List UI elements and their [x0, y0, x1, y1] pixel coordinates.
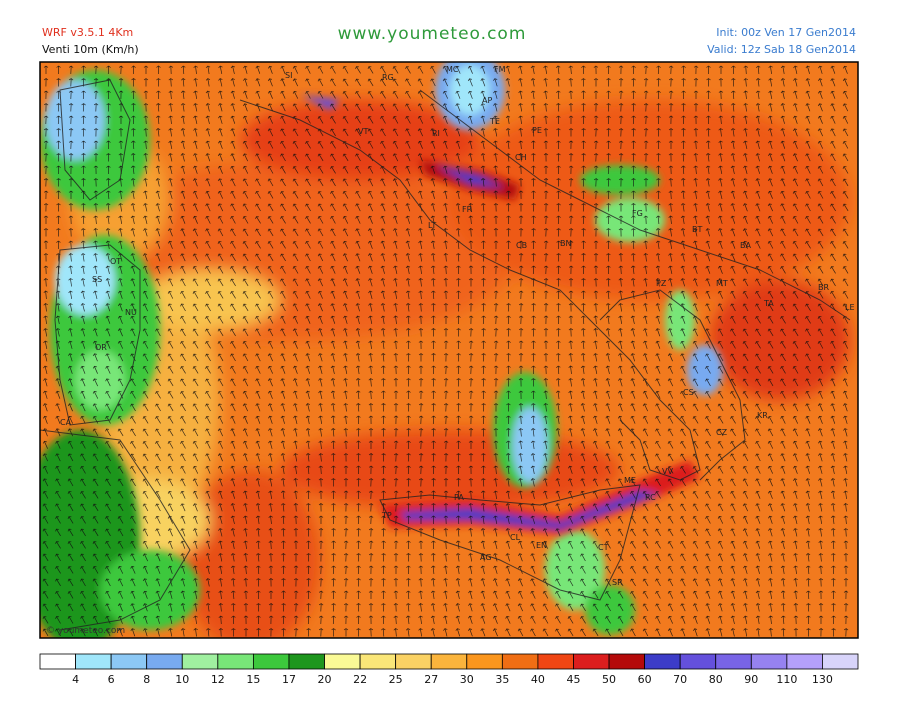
colorbar-swatch — [395, 653, 432, 670]
place-labels: SI RG MC FM AP TE PE CH VT RI FR LT CB BN FG BT BA MT TA BR… — [60, 65, 855, 587]
place-label: MT — [716, 279, 728, 288]
colorbar-label: 45 — [566, 673, 580, 686]
site-label: www.youmeteo.com — [338, 24, 527, 44]
colorbar-swatch — [822, 653, 859, 670]
colorbar-swatch — [146, 653, 183, 670]
place-label: FR — [462, 205, 473, 214]
colorbar-label: 80 — [709, 673, 723, 686]
place-label: CT — [598, 543, 609, 552]
place-label: VV — [662, 467, 673, 476]
colorbar-swatch — [252, 653, 290, 670]
place-label: CA — [60, 418, 72, 427]
colorbar-label: 6 — [108, 673, 115, 686]
colorbar-swatch — [430, 653, 468, 670]
colorbar-label: 130 — [812, 673, 833, 686]
place-label: FG — [632, 209, 643, 218]
place-label: CL — [510, 533, 521, 542]
place-label: PA — [454, 493, 464, 502]
colorbar-label: 50 — [602, 673, 616, 686]
place-label: BA — [740, 241, 751, 250]
place-label: SI — [285, 71, 292, 80]
place-label: SR — [612, 578, 623, 587]
place-label: CH — [515, 153, 527, 162]
wind-arrows — [42, 65, 849, 637]
colorbar-swatch — [501, 653, 539, 670]
colorbar-swatch — [466, 653, 503, 670]
place-label: TE — [489, 117, 500, 126]
colorbar-label: 22 — [353, 673, 367, 686]
colorbar-swatch — [181, 653, 219, 670]
wind-field: SI RG MC FM AP TE PE CH VT RI FR LT CB BN FG BT BA MT TA BR… — [40, 62, 858, 638]
colorbar-label: 35 — [495, 673, 509, 686]
colorbar-label: 27 — [424, 673, 438, 686]
place-label: VT — [358, 127, 368, 136]
place-label: TA — [763, 299, 774, 308]
field-label: Venti 10m (Km/h) — [42, 43, 139, 56]
place-label: AG — [480, 553, 492, 562]
place-label: OR — [95, 343, 107, 352]
colorbar-swatch — [110, 653, 148, 670]
place-label: CZ — [716, 428, 728, 437]
place-label: RI — [432, 129, 440, 138]
colorbar-swatch — [573, 653, 610, 670]
place-label: LT — [428, 221, 436, 230]
place-label: AP — [482, 96, 492, 105]
colorbar-label: 8 — [143, 673, 150, 686]
arrow-grid — [42, 65, 849, 637]
place-label: CB — [516, 241, 527, 250]
init-label: Init: 00z Ven 17 Gen2014 — [716, 26, 856, 39]
colorbar-swatch — [39, 653, 76, 670]
watermark: © youmeteo.com — [46, 626, 125, 636]
place-label: RC — [645, 493, 656, 502]
valid-label: Valid: 12z Sab 18 Gen2014 — [707, 43, 856, 56]
colorbar-label: 40 — [531, 673, 545, 686]
place-label: BN — [560, 239, 571, 248]
place-label: NU — [125, 308, 137, 317]
colorbar-label: 4 — [72, 673, 79, 686]
colorbar-swatch — [324, 653, 361, 670]
place-label: PE — [532, 126, 542, 135]
colorbar-swatch — [608, 653, 646, 670]
colorbar: 4 6 8 10 12 15 17 20 22 25 27 30 35 40 45 50 60 70 80 90 110… — [39, 653, 859, 686]
colorbar-swatch — [786, 653, 823, 670]
place-label: OT — [110, 257, 121, 266]
place-label: BR — [818, 283, 829, 292]
colorbar-swatch — [715, 653, 752, 670]
colorbar-swatch — [359, 653, 397, 670]
colorbar-swatch — [644, 653, 681, 670]
colorbar-swatch — [750, 653, 788, 670]
colorbar-swatch — [679, 653, 717, 670]
colorbar-swatch — [75, 653, 112, 670]
colorbar-label: 25 — [389, 673, 403, 686]
place-label: LE — [845, 303, 855, 312]
model-label: WRF v3.5.1 4Km — [42, 26, 133, 39]
colorbar-label: 110 — [776, 673, 797, 686]
colorbar-swatch — [288, 653, 325, 670]
colorbar-label: 15 — [246, 673, 260, 686]
place-label: FM — [494, 65, 506, 74]
colorbar-swatch — [217, 653, 254, 670]
map-frame — [39, 61, 859, 639]
colorbar-label: 20 — [318, 673, 332, 686]
colorbar-label: 10 — [175, 673, 189, 686]
place-label: PZ — [656, 279, 667, 288]
colorbar-label: 90 — [744, 673, 758, 686]
place-label: EN — [536, 541, 547, 550]
place-label: ME — [624, 476, 636, 485]
place-label: TP — [381, 511, 392, 520]
place-label: CS — [683, 388, 694, 397]
place-label: MC — [446, 65, 459, 74]
colorbar-label: 17 — [282, 673, 296, 686]
place-label: BT — [692, 225, 702, 234]
colorbar-swatch — [537, 653, 574, 670]
place-label: KR — [757, 411, 768, 420]
place-label: RG — [382, 73, 394, 82]
place-label: SS — [92, 275, 102, 284]
colorbar-label: 60 — [638, 673, 652, 686]
colorbar-label: 30 — [460, 673, 474, 686]
colorbar-label: 70 — [673, 673, 687, 686]
colorbar-label: 12 — [211, 673, 225, 686]
